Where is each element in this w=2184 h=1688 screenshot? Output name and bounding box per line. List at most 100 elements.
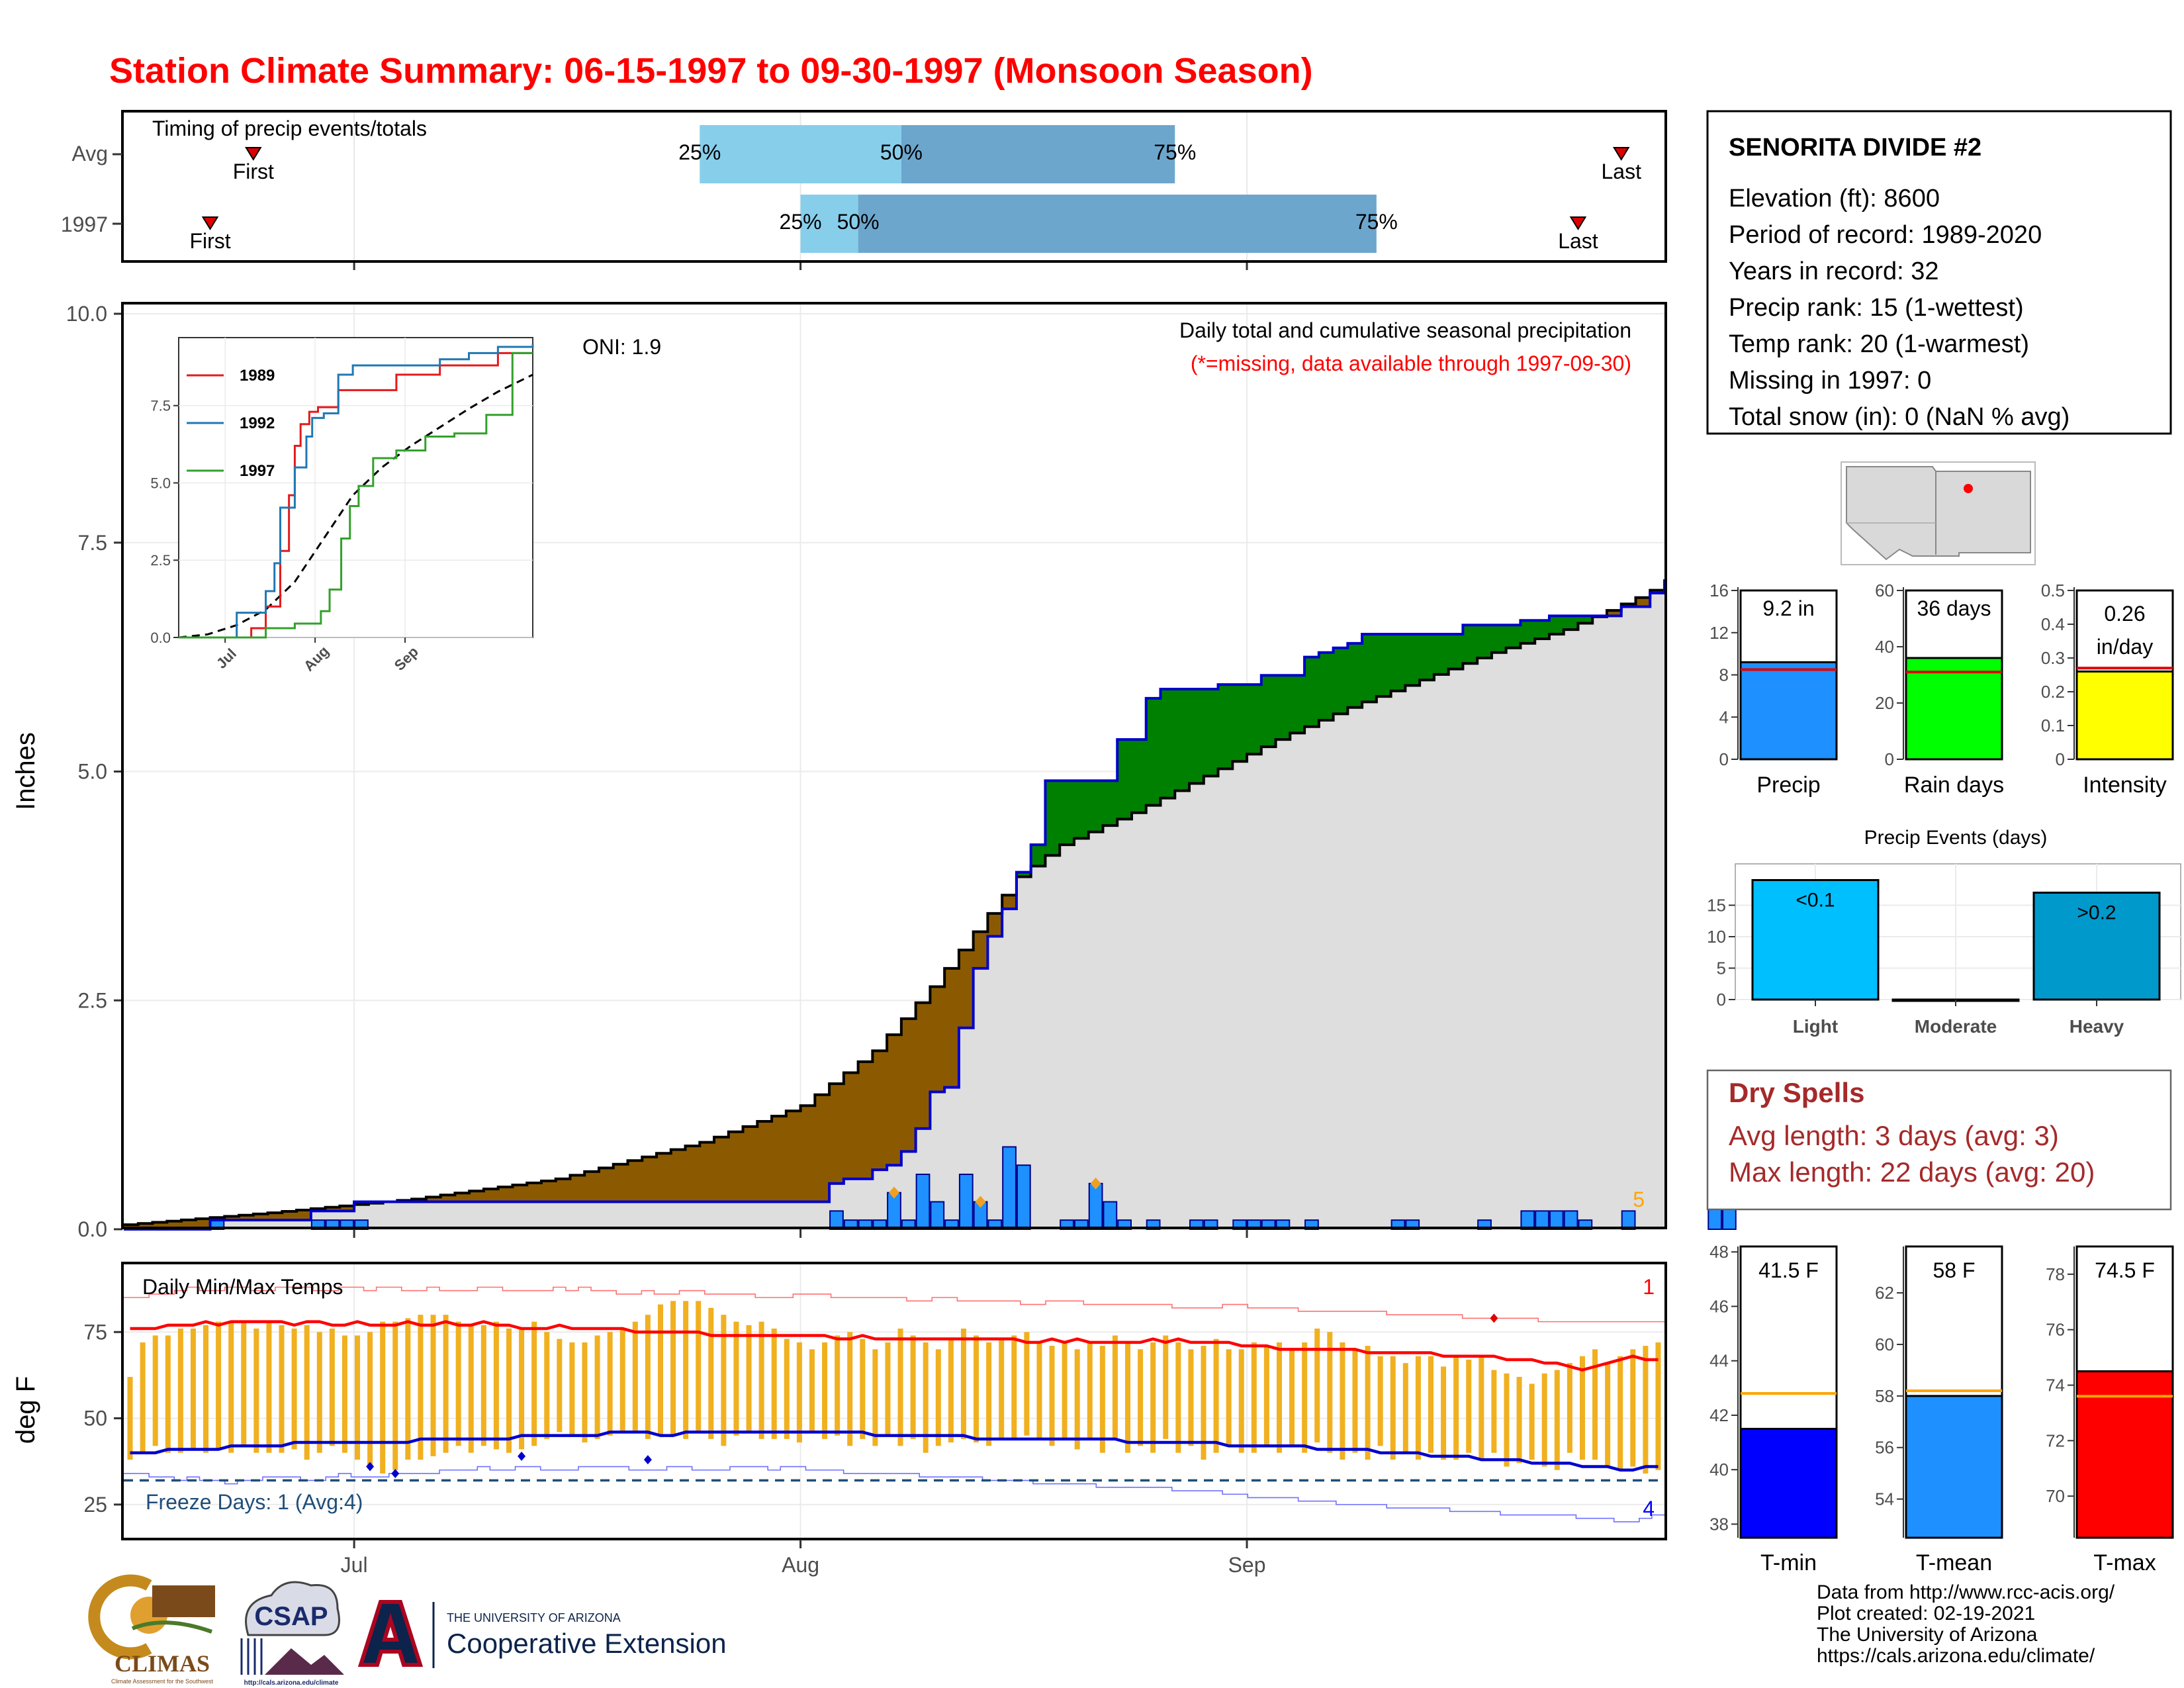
deficit-area <box>541 1180 557 1202</box>
daily-temp-bar <box>1340 1342 1345 1460</box>
daily-temp-bar <box>632 1321 638 1432</box>
daily-temp-bar <box>960 1329 966 1439</box>
precip-title: Daily total and cumulative seasonal prec… <box>1179 318 1631 342</box>
daily-temp-bar <box>1138 1349 1144 1446</box>
daily-temp-bar <box>443 1315 449 1453</box>
deficit-area <box>555 1178 570 1202</box>
daily-temp-bar <box>657 1304 663 1436</box>
daily-temp-bar <box>1011 1335 1017 1439</box>
daily-temp-bar <box>999 1338 1005 1439</box>
daily-temp-bar <box>506 1329 512 1453</box>
daily-temp-bar <box>1605 1363 1611 1467</box>
totals-y-tick-label: 16 <box>1709 581 1729 600</box>
daily-temp-bar <box>455 1321 461 1446</box>
daily-temp-bar <box>645 1315 651 1439</box>
daily-precip-bar <box>1002 1146 1017 1231</box>
means-y-tick-label: 40 <box>1709 1460 1729 1479</box>
means-y-tick-label: 70 <box>2046 1486 2065 1506</box>
deficit-area <box>296 1209 312 1221</box>
deficit-area <box>1002 895 1017 909</box>
daily-temp-bar <box>1087 1342 1093 1439</box>
totals-y-tick-label: 8 <box>1719 665 1729 685</box>
daily-temp-bar <box>1049 1346 1055 1446</box>
deficit-area <box>843 1072 859 1179</box>
totals-value-label: 9.2 in <box>1762 596 1814 620</box>
daily-temp-bar <box>1415 1356 1421 1460</box>
means-y-tick-label: 78 <box>2046 1264 2065 1284</box>
daily-temp-bar <box>253 1329 259 1453</box>
daily-temp-bar <box>847 1332 853 1446</box>
daily-temp-bar <box>1074 1349 1080 1450</box>
ua-small-text: THE UNIVERSITY OF ARIZONA <box>447 1611 621 1624</box>
daily-temp-bar <box>1188 1349 1194 1446</box>
deficit-area <box>584 1171 600 1202</box>
daily-temp-bar <box>266 1321 272 1453</box>
events-y-tick-label: 0 <box>1717 990 1726 1009</box>
freeze-days-label: Freeze Days: 1 (Avg:4) <box>146 1490 363 1514</box>
deficit-area <box>1621 604 1636 607</box>
daily-temp-bar <box>835 1335 841 1436</box>
totals-value-label: in/day <box>2097 635 2153 659</box>
surplus-area <box>1563 616 1578 630</box>
surplus-area <box>1030 845 1046 867</box>
means-y-tick-label: 76 <box>2046 1320 2065 1340</box>
surplus-area <box>1347 643 1363 708</box>
inset-y-tick-label: 0.0 <box>150 630 171 646</box>
daily-temp-bar <box>304 1325 310 1460</box>
timing-bar-50-75 <box>901 125 1175 183</box>
deficit-area <box>815 1094 830 1202</box>
observed-cumulative-line <box>124 579 1666 1231</box>
deficit-area <box>267 1213 283 1221</box>
deficit-area <box>858 1061 873 1179</box>
daily-temp-bar <box>1251 1342 1257 1453</box>
daily-temp-bar <box>544 1332 550 1439</box>
deficit-area <box>872 1051 887 1170</box>
daily-temp-bar <box>1617 1356 1623 1470</box>
precip-y-tick-label: 0.0 <box>78 1217 107 1241</box>
station-line: Years in record: 32 <box>1729 258 1939 285</box>
timing-last-marker <box>1569 216 1587 230</box>
deficit-area <box>829 1084 844 1184</box>
csap-logo-cloud <box>245 1581 340 1636</box>
means-y-tick-label: 62 <box>1875 1283 1894 1303</box>
daily-temp-bar <box>897 1329 903 1446</box>
daily-temp-bar <box>1479 1356 1484 1460</box>
inset-legend-label: 1989 <box>240 367 275 385</box>
timing-panel: Timing of precip events/totals Avg 1997 … <box>61 110 1667 270</box>
daily-temp-bar <box>974 1335 979 1443</box>
events-y-tick-label: 15 <box>1707 896 1726 915</box>
daily-precip-bar <box>1563 1210 1578 1230</box>
surplus-area <box>1390 634 1406 691</box>
ua-a-icon <box>357 1600 424 1667</box>
locator-map <box>1841 461 2036 565</box>
deficit-area <box>613 1164 628 1202</box>
surplus-area <box>1290 675 1305 733</box>
deficit-area <box>412 1199 427 1202</box>
station-line: Precip rank: 15 (1-wettest) <box>1729 294 2024 322</box>
events-category-label: Light <box>1793 1016 1838 1037</box>
credit-line: https://cals.arizona.edu/climate/ <box>1817 1645 2095 1667</box>
daily-temp-bar <box>1643 1346 1649 1474</box>
deficit-area <box>1606 610 1622 616</box>
surplus-area <box>1117 739 1132 820</box>
surplus-area <box>1420 634 1435 680</box>
history-inset: 0.0 2.5 5.0 7.5 Jul Aug Sep 1989 1992 1997 <box>150 337 534 675</box>
daily-temp-bar <box>367 1332 373 1467</box>
daily-temp-bar <box>746 1325 752 1432</box>
station-line: Total snow (in): 0 (NaN % avg) <box>1729 403 2070 431</box>
totals-y-tick-label: 0.2 <box>2041 682 2065 702</box>
deficit-area <box>743 1126 758 1202</box>
events-title: Precip Events (days) <box>1864 827 2048 849</box>
totals-value-bar <box>1739 661 1838 761</box>
deficit-area <box>944 968 960 1088</box>
ua-extension-text: Cooperative Extension <box>447 1628 727 1659</box>
daily-temp-bar <box>1441 1366 1447 1460</box>
deficit-area <box>239 1215 254 1221</box>
deficit-area <box>1650 590 1665 593</box>
daily-temp-bar <box>1024 1332 1030 1436</box>
means-value-bar <box>1905 1395 2003 1539</box>
timing-p25-label: 25% <box>678 140 721 164</box>
credits-block: Data from http://www.rcc-acis.org/ Plot … <box>1817 1582 2115 1667</box>
means-y-tick-label: 54 <box>1875 1489 1894 1509</box>
daily-temp-bar <box>1277 1342 1282 1453</box>
